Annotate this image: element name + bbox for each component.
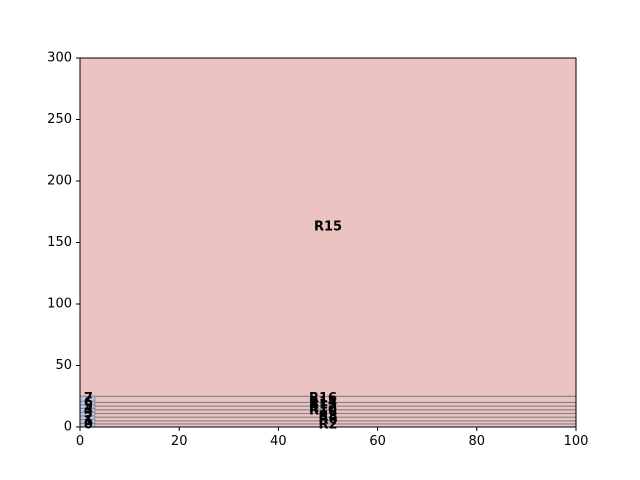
x-tick-label: 0	[76, 434, 84, 449]
y-tick-label: 300	[47, 51, 72, 66]
small-region-label-1: 1	[84, 414, 93, 429]
y-tick-label: 50	[55, 358, 72, 373]
x-tick-label: 100	[564, 434, 589, 449]
region-label-r13: R13	[309, 397, 337, 412]
y-axis: 0 50 100 150 200 250 300	[47, 51, 80, 435]
y-tick-label: 150	[47, 235, 72, 250]
region-label-r10: R10	[309, 404, 337, 419]
small-region-label-2: 2	[84, 410, 93, 425]
region-label-r14: R14	[309, 395, 337, 410]
y-tick-label: 0	[64, 420, 72, 435]
small-region-label-5: 5	[84, 399, 93, 414]
y-tick-label: 200	[47, 174, 72, 189]
small-region-label-7: 7	[84, 391, 93, 406]
region-label-r12: R12	[309, 401, 337, 416]
y-tick-label: 100	[47, 297, 72, 312]
small-region-label-0: 0	[84, 418, 93, 433]
x-tick-label: 60	[369, 434, 386, 449]
region-label-r16: R16	[309, 391, 337, 406]
small-region-label-3: 3	[84, 407, 93, 422]
x-tick-label: 20	[171, 434, 188, 449]
region-label-r6: R6	[318, 413, 337, 428]
region-r15	[79, 57, 577, 397]
region-label-r8: R8	[318, 410, 337, 425]
small-region-label-4: 4	[84, 403, 93, 418]
x-axis: 0 20 40 60 80 100	[76, 427, 589, 449]
region-label-r15: R15	[314, 220, 342, 235]
y-tick-label: 250	[47, 112, 72, 127]
small-region-label-6: 6	[84, 396, 93, 411]
region-label-r2: R2	[318, 418, 337, 433]
x-tick-label: 80	[469, 434, 486, 449]
x-tick-label: 40	[270, 434, 287, 449]
